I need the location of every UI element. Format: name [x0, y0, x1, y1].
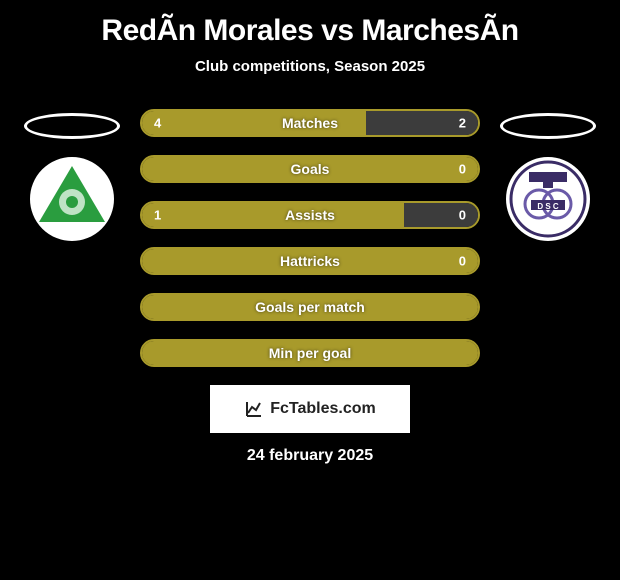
footer-date: 24 february 2025: [0, 433, 620, 465]
stat-bar: Hattricks 0: [140, 247, 480, 275]
team-left-logo-svg: [33, 160, 111, 238]
stat-bar: Matches 4 2: [140, 109, 480, 137]
team-right-logo: D S C: [506, 157, 590, 241]
stat-value-left: 4: [154, 116, 161, 131]
stat-label: Goals: [291, 161, 330, 177]
stat-value-right: 2: [459, 116, 466, 131]
stat-bars: Matches42Goals0Assists10Hattricks0Goals …: [140, 109, 480, 367]
brand-logo-icon: [244, 399, 264, 419]
stat-bar: Min per goal: [140, 339, 480, 367]
stat-value-left: 1: [154, 208, 161, 223]
team-left-logo: [30, 157, 114, 241]
stat-bar: Goals per match: [140, 293, 480, 321]
player-right-col: D S C: [498, 109, 598, 241]
stat-value-right: 0: [459, 208, 466, 223]
stat-value-right: 0: [459, 254, 466, 269]
stat-label: Hattricks: [280, 253, 340, 269]
stat-fill-left: [142, 203, 404, 227]
stat-label: Goals per match: [255, 299, 365, 315]
stat-label: Assists: [285, 207, 335, 223]
stat-fill-right: [404, 203, 478, 227]
player-right-silhouette: [500, 113, 596, 139]
main-row: Matches42Goals0Assists10Hattricks0Goals …: [0, 109, 620, 367]
stat-label: Min per goal: [269, 345, 351, 361]
stat-bar: Assists 1 0: [140, 201, 480, 229]
comparison-card: RedÃn Morales vs MarchesÃn Club competit…: [0, 0, 620, 465]
player-left-col: [22, 109, 122, 241]
stat-label: Matches: [282, 115, 338, 131]
brand-footer: FcTables.com: [210, 385, 410, 433]
player-left-silhouette: [24, 113, 120, 139]
stat-value-right: 0: [459, 162, 466, 177]
page-subtitle: Club competitions, Season 2025: [0, 58, 620, 109]
page-title: RedÃn Morales vs MarchesÃn: [0, 8, 620, 58]
team-right-logo-svg: D S C: [509, 160, 587, 238]
brand-footer-text: FcTables.com: [270, 400, 376, 418]
svg-text:D S C: D S C: [537, 202, 559, 211]
stat-bar: Goals 0: [140, 155, 480, 183]
